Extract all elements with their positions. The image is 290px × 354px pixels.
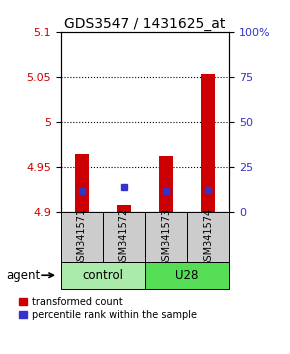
Bar bbox=[103, 212, 145, 262]
Text: GSM341571: GSM341571 bbox=[77, 207, 87, 267]
Bar bbox=[61, 262, 145, 289]
Bar bbox=[159, 155, 173, 212]
Bar bbox=[117, 205, 131, 212]
Text: control: control bbox=[82, 269, 124, 282]
Bar bbox=[145, 212, 187, 262]
Text: GSM341572: GSM341572 bbox=[119, 207, 129, 267]
Bar bbox=[145, 262, 229, 289]
Bar bbox=[75, 154, 89, 212]
Bar bbox=[61, 212, 103, 262]
Text: agent: agent bbox=[6, 269, 40, 282]
Text: GSM341574: GSM341574 bbox=[203, 207, 213, 267]
Text: GSM341573: GSM341573 bbox=[161, 207, 171, 267]
Bar bbox=[187, 212, 229, 262]
Legend: transformed count, percentile rank within the sample: transformed count, percentile rank withi… bbox=[19, 297, 197, 320]
Bar bbox=[201, 74, 215, 212]
Title: GDS3547 / 1431625_at: GDS3547 / 1431625_at bbox=[64, 17, 226, 31]
Text: U28: U28 bbox=[175, 269, 199, 282]
